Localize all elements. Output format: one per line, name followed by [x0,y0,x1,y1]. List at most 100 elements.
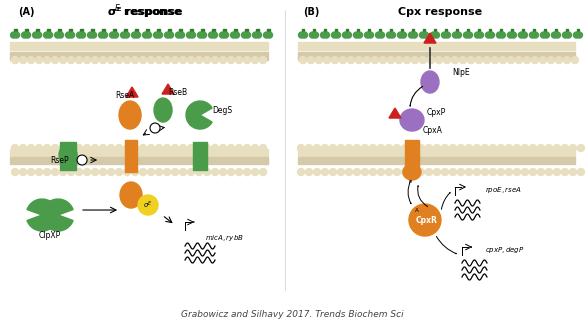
Circle shape [370,144,377,152]
Circle shape [147,169,154,175]
Circle shape [19,56,26,64]
Circle shape [212,144,219,152]
Circle shape [474,32,480,38]
Circle shape [243,56,250,64]
Circle shape [91,144,98,152]
Bar [298,149,575,156]
Circle shape [188,56,195,64]
Circle shape [187,32,192,38]
Polygon shape [389,108,401,118]
Circle shape [577,144,584,152]
Circle shape [505,144,512,152]
Circle shape [156,169,163,175]
Circle shape [115,56,122,64]
Circle shape [108,169,115,175]
Wedge shape [27,199,58,231]
Circle shape [36,56,43,64]
Circle shape [314,144,321,152]
Circle shape [300,56,307,64]
Circle shape [252,144,259,152]
Circle shape [431,32,436,38]
Circle shape [481,144,488,152]
Circle shape [51,144,58,152]
Circle shape [140,169,146,175]
Circle shape [102,32,108,38]
FancyArrowPatch shape [442,193,450,209]
Circle shape [511,32,517,38]
Circle shape [123,32,129,38]
Circle shape [397,32,404,38]
Circle shape [466,169,473,175]
Circle shape [305,169,312,175]
Circle shape [387,56,394,64]
Circle shape [157,32,163,38]
Circle shape [298,169,305,175]
Circle shape [84,56,91,64]
Circle shape [11,32,16,38]
Circle shape [362,169,369,175]
Circle shape [408,32,415,38]
Bar [368,29,370,35]
Bar [58,29,60,35]
Circle shape [164,144,170,152]
FancyArrowPatch shape [436,236,456,254]
Circle shape [538,144,545,152]
Bar [234,29,236,35]
Circle shape [236,169,243,175]
Bar [412,29,415,35]
Text: NlpE: NlpE [452,67,470,77]
Circle shape [419,56,426,64]
Text: RseP: RseP [51,156,70,165]
Text: CpxA: CpxA [423,126,443,135]
Circle shape [548,56,555,64]
Circle shape [371,56,378,64]
Circle shape [25,32,30,38]
Circle shape [476,56,483,64]
Circle shape [545,169,552,175]
Bar [522,29,525,35]
Circle shape [507,32,514,38]
Circle shape [410,169,417,175]
Circle shape [505,169,512,175]
Circle shape [486,32,491,38]
Bar [10,52,268,60]
Circle shape [60,169,67,175]
Circle shape [256,32,261,38]
Circle shape [457,144,464,152]
Circle shape [404,56,411,64]
Circle shape [370,169,377,175]
Circle shape [467,56,474,64]
Circle shape [364,32,370,38]
Circle shape [156,56,163,64]
Ellipse shape [120,182,142,208]
Bar [223,29,225,35]
Circle shape [43,144,50,152]
Circle shape [390,32,395,38]
Circle shape [321,32,326,38]
Circle shape [77,155,87,165]
Circle shape [138,195,158,215]
Circle shape [577,169,584,175]
Circle shape [236,144,243,152]
Circle shape [342,32,349,38]
Circle shape [515,56,522,64]
Circle shape [222,32,229,38]
Circle shape [228,169,235,175]
Bar [544,29,546,35]
Circle shape [435,56,442,64]
Bar [157,29,160,35]
Circle shape [377,169,384,175]
Bar [379,29,381,35]
Circle shape [88,32,94,38]
Circle shape [51,169,58,175]
Circle shape [521,169,528,175]
Circle shape [443,56,450,64]
Circle shape [466,144,473,152]
Bar [555,29,558,35]
Circle shape [43,32,50,38]
Circle shape [204,169,211,175]
Circle shape [67,144,74,152]
Bar [467,29,470,35]
Circle shape [483,56,490,64]
Circle shape [132,32,137,38]
